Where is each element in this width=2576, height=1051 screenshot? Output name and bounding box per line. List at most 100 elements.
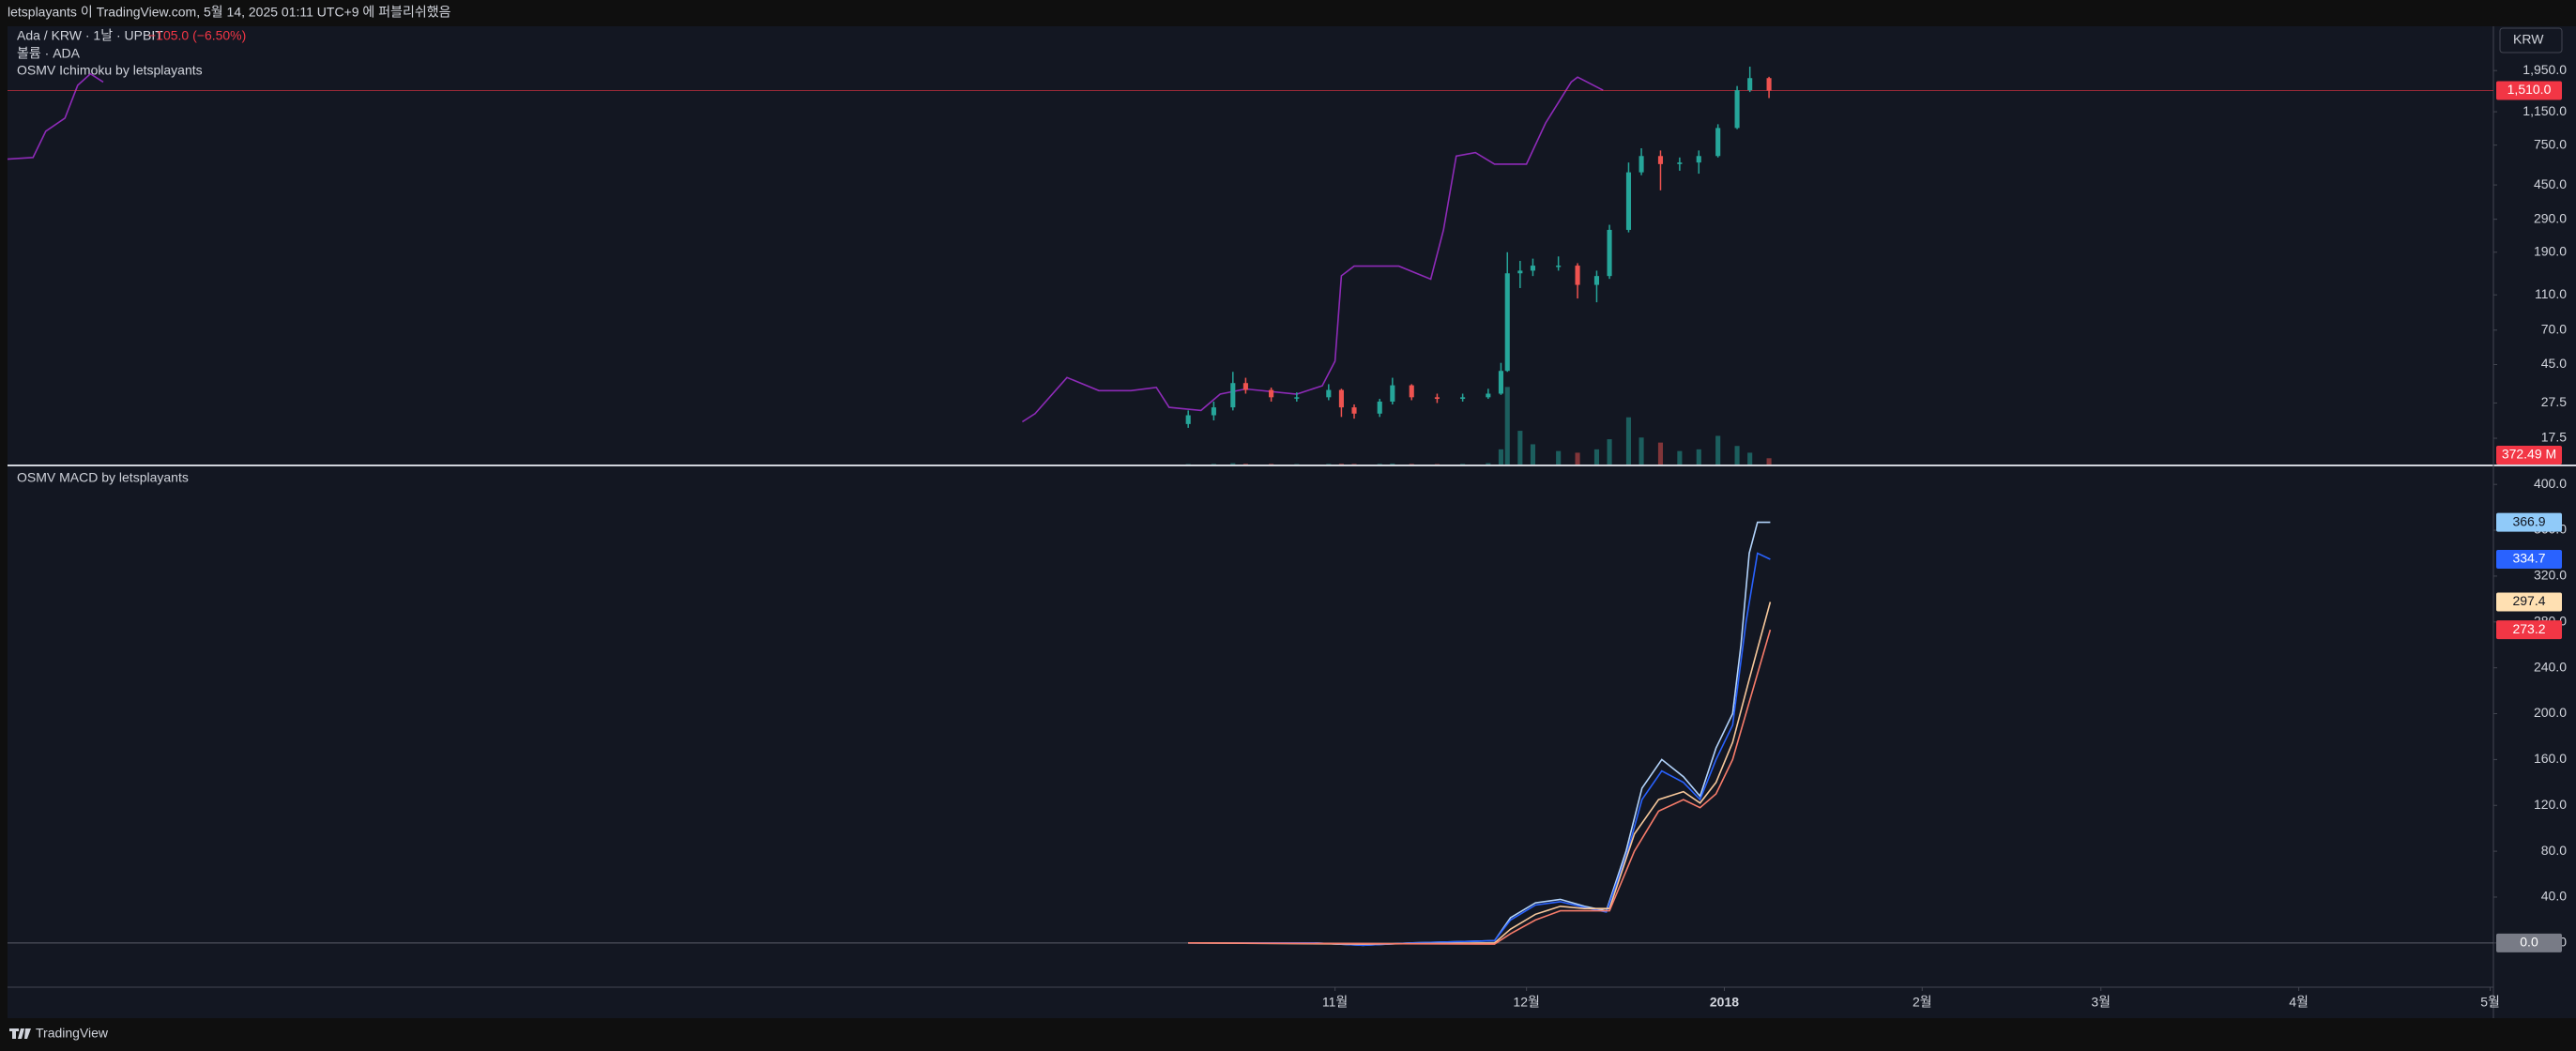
y-tick-label: 750.0	[2534, 136, 2567, 151]
y-tick-label: 190.0	[2534, 243, 2567, 258]
volume-bar	[1639, 437, 1644, 465]
candle-body	[1486, 393, 1491, 398]
price-change: −105.0 (−6.50%)	[148, 28, 246, 43]
y-tick-label: 320.0	[2534, 568, 2567, 583]
volume-bar	[1326, 464, 1332, 465]
volume-bar	[1504, 387, 1510, 465]
candle-body	[1351, 407, 1357, 414]
volume-bar	[1185, 464, 1191, 465]
y-tick-label: 450.0	[2534, 176, 2567, 191]
x-tick-label: 2월	[1913, 995, 1932, 1010]
candle-body	[1504, 273, 1510, 372]
candle-body	[1230, 383, 1236, 408]
candle-body	[1657, 156, 1664, 164]
volume-bar	[1657, 442, 1664, 465]
volume-bar	[1377, 464, 1382, 465]
time-axis	[8, 987, 2493, 1018]
candle-body	[1498, 371, 1503, 394]
candle-body	[1294, 397, 1300, 399]
volume-title: 볼륨 · ADA	[17, 46, 81, 61]
candle-body	[1715, 128, 1721, 157]
zero-label: 0.0	[2520, 935, 2538, 950]
candle-body	[1734, 90, 1740, 129]
volume-bar	[1486, 463, 1491, 465]
candle-body	[1460, 397, 1466, 400]
volume-bar	[1211, 464, 1216, 465]
y-tick-label: 240.0	[2534, 659, 2567, 674]
volume-bar	[1530, 444, 1535, 465]
y-tick-label: 400.0	[2534, 476, 2567, 491]
y-tick-label: 17.5	[2541, 430, 2567, 445]
last-price-label: 1,510.0	[2507, 82, 2552, 97]
candle-body	[1607, 229, 1612, 277]
series-last-label: 334.7	[2512, 551, 2545, 566]
candle-body	[1639, 156, 1644, 173]
series-last-label-box	[2496, 620, 2562, 640]
volume-bar	[1715, 435, 1721, 465]
series-last-label: 366.9	[2512, 513, 2545, 528]
volume-bar	[1677, 450, 1683, 465]
candle-body	[1766, 78, 1772, 91]
y-tick-label: 80.0	[2541, 843, 2567, 858]
volume-bar	[1607, 439, 1612, 465]
currency-button[interactable]	[2499, 27, 2563, 53]
macd-line	[1188, 629, 1772, 945]
candle-body	[1390, 385, 1395, 402]
x-tick-label: 2018	[1710, 995, 1739, 1010]
candle-body	[1530, 266, 1535, 271]
candle-body	[1625, 172, 1632, 230]
candle-body	[1409, 385, 1414, 398]
last-price-label-box	[2496, 81, 2562, 100]
candle-body	[1326, 389, 1332, 398]
candle-body	[1211, 407, 1216, 416]
volume-bar	[1593, 449, 1600, 465]
macd-line	[1188, 552, 1771, 947]
candle-body	[1575, 266, 1580, 285]
candle-body	[1747, 78, 1753, 91]
volume-bar	[1338, 464, 1344, 465]
volume-bar	[1460, 464, 1466, 465]
volume-bar	[1230, 463, 1236, 465]
x-tick-label: 11월	[1322, 995, 1348, 1010]
y-tick-label: 110.0	[2535, 286, 2567, 301]
macd-title: OSMV MACD by letsplayants	[17, 470, 189, 485]
volume-bar	[1269, 464, 1274, 465]
candle-body	[1434, 397, 1440, 400]
volume-bar	[1575, 452, 1580, 465]
macd-line	[1188, 602, 1772, 945]
volume-label-box	[2496, 446, 2562, 465]
symbol-title: Ada / KRW · 1날 · UPBIT	[17, 28, 163, 43]
volume-bar	[1434, 464, 1440, 465]
candle-body	[1377, 401, 1382, 414]
y-tick-label: 290.0	[2534, 210, 2567, 225]
indicator-title: OSMV Ichimoku by letsplayants	[17, 63, 203, 78]
series-last-label: 273.2	[2512, 621, 2545, 636]
volume-label: 372.49 M	[2502, 447, 2556, 462]
candle-body	[1593, 276, 1600, 285]
currency[interactable]: KRW	[2513, 32, 2544, 47]
candle-body	[1185, 415, 1191, 424]
x-tick-label: 3월	[2091, 995, 2111, 1010]
volume-bar	[1409, 464, 1414, 465]
x-tick-label: 4월	[2289, 995, 2309, 1010]
candle-body	[1269, 389, 1274, 398]
series-last-label-box	[2496, 512, 2562, 532]
volume-bar	[1242, 464, 1248, 465]
volume-bar	[1734, 446, 1740, 465]
macd-pane	[8, 466, 2493, 987]
price-pane	[8, 26, 2493, 465]
candle-body	[1677, 162, 1683, 164]
volume-bar	[1747, 452, 1753, 465]
candle-body	[1338, 389, 1344, 408]
candle-body	[1556, 266, 1562, 267]
volume-bar	[1766, 458, 1772, 465]
y-tick-label: 200.0	[2534, 705, 2567, 720]
volume-bar	[1351, 464, 1357, 465]
y-tick-label: 27.5	[2541, 394, 2567, 409]
volume-bar	[1625, 417, 1632, 465]
volume-bar	[1390, 463, 1395, 465]
y-tick-label: 70.0	[2541, 321, 2567, 336]
volume-bar	[1294, 464, 1300, 465]
